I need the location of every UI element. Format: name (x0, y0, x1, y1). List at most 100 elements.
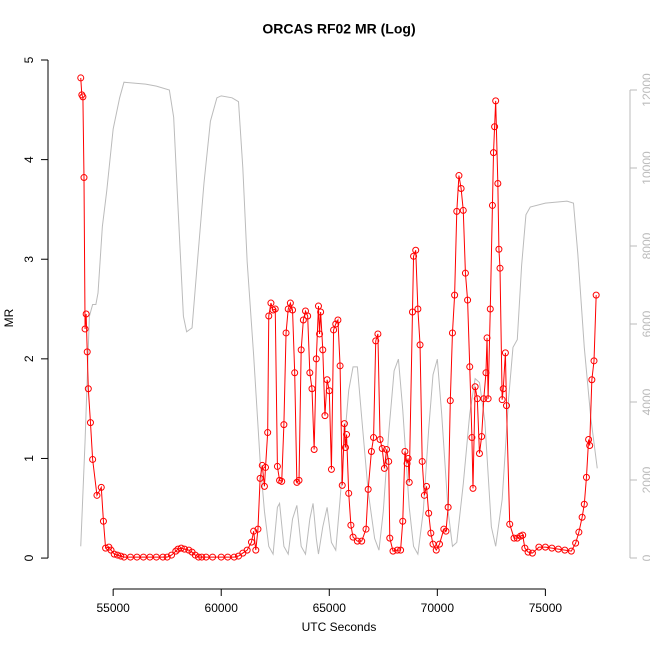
data-point (180, 545, 188, 553)
data-point (385, 457, 393, 465)
data-point (541, 543, 549, 551)
data-point (498, 396, 506, 404)
data-point (494, 180, 502, 188)
y-axis-label: MR (2, 308, 16, 327)
data-point (308, 385, 316, 393)
data-point (453, 207, 461, 215)
data-point (299, 316, 307, 324)
data-point (358, 537, 366, 545)
data-point (345, 489, 353, 497)
data-point (338, 481, 346, 489)
data-point (250, 527, 258, 535)
data-point (260, 482, 268, 490)
data-point (448, 329, 456, 337)
data-point (110, 550, 118, 558)
data-point (330, 326, 338, 334)
y2-tick-label: 0 (640, 554, 650, 561)
data-point (484, 395, 492, 403)
data-point (486, 305, 494, 313)
data-point (97, 483, 105, 491)
data-point (84, 385, 92, 393)
data-point (468, 434, 476, 442)
data-point (480, 395, 488, 403)
data-point (252, 546, 260, 554)
data-point (293, 478, 301, 486)
data-point (374, 330, 382, 338)
data-point (289, 306, 297, 314)
x-tick-label: 70000 (421, 601, 455, 615)
data-point (519, 531, 527, 539)
data-point (399, 517, 407, 525)
data-point (524, 548, 532, 556)
data-point (432, 546, 440, 554)
data-point (418, 457, 426, 465)
data-point (372, 337, 380, 345)
data-point (172, 547, 180, 555)
data-point (464, 296, 472, 304)
data-point (416, 341, 424, 349)
data-point (414, 305, 422, 313)
data-point (510, 534, 518, 542)
data-point (554, 545, 562, 553)
data-point (317, 308, 325, 316)
data-point (389, 547, 397, 555)
data-point (341, 444, 349, 451)
y2-tick-label: 4000 (640, 388, 650, 415)
data-point (471, 383, 479, 391)
data-point (291, 369, 299, 377)
x-tick-label: 60000 (205, 601, 239, 615)
data-point (572, 539, 580, 547)
data-point (347, 521, 355, 529)
data-point (491, 123, 499, 131)
data-point (364, 485, 372, 493)
data-point (425, 509, 433, 517)
data-point (343, 431, 351, 439)
data-point (334, 316, 342, 324)
data-point (86, 419, 94, 427)
data-point (243, 546, 251, 554)
data-point (502, 402, 510, 410)
data-point (83, 348, 91, 356)
data-point (262, 463, 270, 471)
data-point (405, 478, 413, 486)
data-point (588, 376, 596, 384)
data-point (580, 500, 588, 508)
data-point (376, 436, 384, 444)
data-point (297, 346, 305, 354)
data-point (286, 299, 294, 307)
data-point (378, 444, 386, 452)
mr-line (80, 77, 597, 558)
data-point (340, 420, 348, 428)
data-point (461, 269, 469, 277)
data-point (99, 517, 107, 525)
data-point (264, 429, 272, 437)
data-point (256, 474, 264, 482)
data-point (304, 312, 312, 320)
data-point (323, 376, 331, 384)
data-point (475, 449, 483, 457)
x-tick-label: 65000 (313, 601, 347, 615)
data-point (567, 547, 575, 555)
data-point (440, 525, 448, 533)
data-point (446, 397, 454, 405)
data-point (466, 363, 474, 371)
data-point (492, 97, 500, 105)
data-point (89, 455, 97, 463)
data-point (478, 433, 486, 441)
data-point (435, 540, 443, 548)
y2-tick-label: 6000 (640, 310, 650, 337)
y2-tick-label: 10000 (640, 151, 650, 185)
data-point (408, 308, 416, 316)
data-point (386, 534, 394, 542)
data-point (195, 553, 203, 561)
data-point (247, 538, 255, 546)
data-point (81, 325, 89, 333)
data-point (403, 459, 411, 467)
data-point (282, 329, 290, 337)
data-point (561, 546, 569, 554)
data-point (312, 355, 320, 363)
data-point (349, 533, 357, 541)
data-point (451, 291, 459, 299)
y-tick-label: 1 (22, 455, 36, 462)
data-point (79, 93, 87, 101)
